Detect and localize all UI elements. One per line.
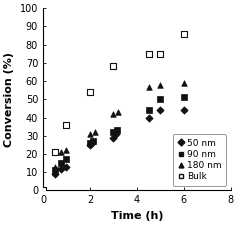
Point (88, 143, 92, 147)
Point (88, 90, 92, 94)
Point (53, 172, 57, 176)
Point (41, 189, 45, 192)
Point (53, 169, 57, 172)
Point (182, 96, 186, 99)
Point (116, 110, 120, 114)
Point (115, 128, 119, 132)
Point (88, 132, 92, 136)
Point (111, 65, 115, 68)
Point (159, 83, 162, 86)
Point (64, 165, 68, 169)
Point (53, 165, 57, 169)
Point (41, 189, 45, 192)
Point (90, 141, 94, 145)
Y-axis label: Conversion (%): Conversion (%) (4, 52, 14, 147)
Point (93, 130, 97, 134)
Legend: 50 nm, 90 nm, 180 nm, Bulk: 50 nm, 90 nm, 180 nm, Bulk (173, 134, 226, 186)
Point (92, 140, 95, 143)
Point (111, 130, 115, 134)
Point (41, 189, 45, 192)
Point (59, 167, 62, 170)
Point (147, 108, 150, 112)
Point (53, 150, 57, 154)
Point (114, 132, 118, 136)
Point (182, 32, 186, 36)
X-axis label: Time (h): Time (h) (111, 211, 163, 221)
Point (111, 136, 115, 139)
Point (41, 189, 45, 192)
Point (159, 97, 162, 101)
Point (88, 141, 92, 145)
Point (59, 161, 62, 165)
Point (147, 116, 150, 119)
Point (59, 150, 62, 154)
Point (64, 158, 68, 161)
Point (64, 148, 68, 152)
Point (159, 108, 162, 112)
Point (147, 85, 150, 88)
Point (64, 123, 68, 127)
Point (159, 52, 162, 56)
Point (182, 108, 186, 112)
Point (182, 81, 186, 85)
Point (147, 52, 150, 56)
Point (111, 112, 115, 116)
